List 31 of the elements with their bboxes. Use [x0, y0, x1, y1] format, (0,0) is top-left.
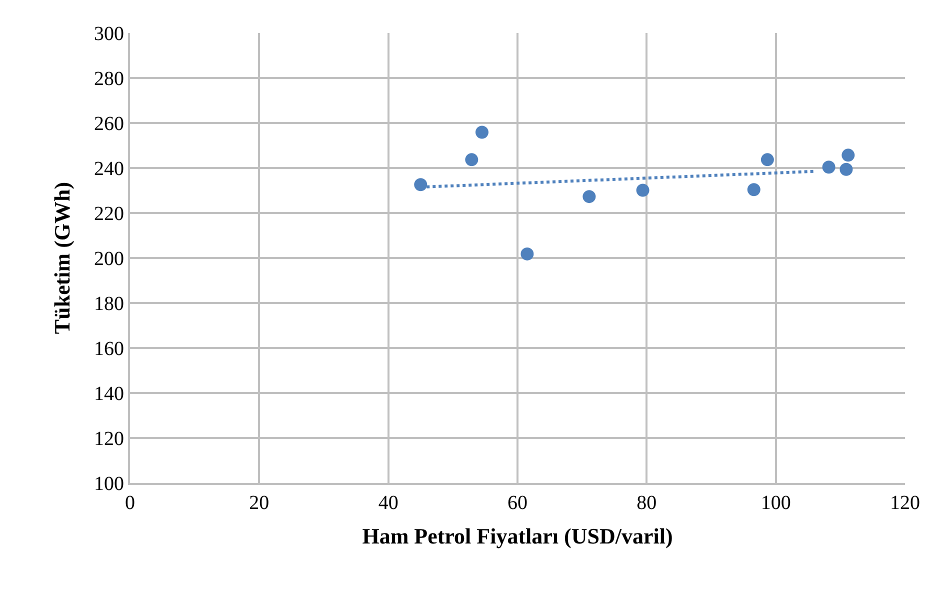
point [747, 183, 760, 196]
x-tick-label: 60 [508, 492, 528, 514]
x-tick-label: 20 [249, 492, 270, 514]
point [840, 162, 853, 176]
x-tick-label: 100 [760, 492, 791, 514]
y-tick-label: 120 [94, 428, 124, 450]
point [842, 148, 855, 162]
x-tick-label: 120 [890, 492, 920, 514]
point [520, 247, 534, 260]
point [465, 153, 478, 166]
x-tick-label: 0 [125, 492, 135, 514]
y-tick-label: 200 [94, 248, 124, 270]
point [636, 184, 650, 197]
point [475, 126, 488, 139]
y-tick-label: 160 [94, 338, 124, 360]
x-tick-label: 40 [378, 492, 398, 514]
x-tick-label: 80 [636, 492, 657, 514]
y-tick-label: 220 [94, 203, 124, 225]
point [822, 160, 836, 174]
y-tick-label: 180 [94, 293, 124, 315]
y-axis-title: Tüketim (GWh) [49, 182, 74, 334]
y-tick-label: 280 [94, 68, 124, 90]
point [582, 190, 596, 204]
y-tick-label: 260 [94, 113, 124, 135]
y-tick-label: 140 [94, 383, 124, 405]
y-tick-label: 300 [94, 23, 124, 45]
point [414, 178, 428, 192]
x-axis-title: Ham Petrol Fiyatları (USD/varil) [362, 523, 673, 548]
y-tick-label: 240 [94, 158, 124, 180]
y-tick-label: 100 [94, 473, 124, 495]
point [760, 153, 774, 166]
